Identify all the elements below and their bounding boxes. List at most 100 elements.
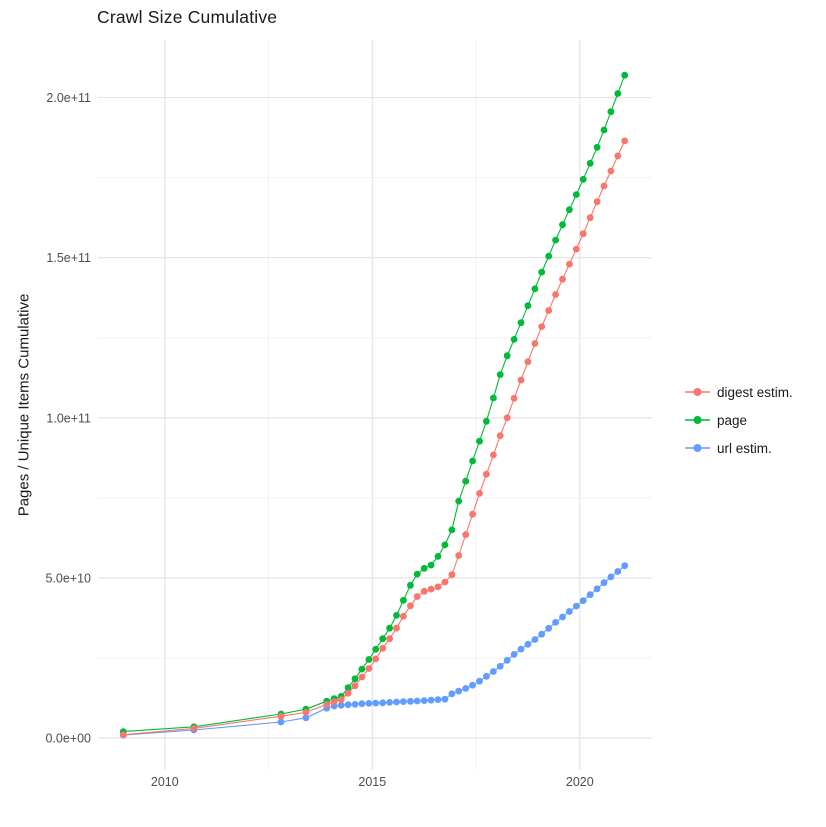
x-tick-label: 2020 xyxy=(566,775,594,789)
data-point xyxy=(566,260,573,268)
data-point xyxy=(379,635,387,643)
data-point xyxy=(531,340,539,347)
data-point xyxy=(337,701,345,709)
data-point xyxy=(344,701,352,709)
data-point xyxy=(351,682,359,690)
series-url-estim xyxy=(119,562,629,739)
legend-key-line-dot-icon xyxy=(685,416,710,424)
data-point xyxy=(476,437,483,445)
data-point xyxy=(566,206,573,214)
chart-title: Crawl Size Cumulative xyxy=(97,7,278,27)
data-point xyxy=(413,697,421,705)
data-point xyxy=(579,175,587,183)
data-point xyxy=(559,221,566,229)
y-tick-label: 1.0e+11 xyxy=(46,411,91,425)
data-point xyxy=(559,275,566,283)
data-point xyxy=(538,323,546,330)
data-point xyxy=(496,371,504,378)
data-point xyxy=(621,71,629,79)
data-point xyxy=(538,268,546,276)
data-point xyxy=(545,624,553,632)
data-point xyxy=(531,636,539,643)
data-point xyxy=(572,602,580,610)
data-point xyxy=(351,701,359,708)
data-point xyxy=(572,191,580,199)
data-point xyxy=(462,531,470,539)
data-point xyxy=(407,581,414,589)
data-point xyxy=(517,645,525,653)
legend-item: url estim. xyxy=(684,434,793,462)
data-point xyxy=(365,665,373,672)
data-point xyxy=(277,712,285,720)
data-point xyxy=(358,673,366,681)
y-tick-label: 1.5e+11 xyxy=(46,251,91,265)
legend-item: digest estim. xyxy=(684,378,793,406)
data-point xyxy=(559,613,566,621)
data-point xyxy=(593,143,601,151)
data-point xyxy=(483,417,490,425)
data-point xyxy=(393,624,400,632)
data-point xyxy=(372,699,380,707)
data-point xyxy=(579,597,587,604)
data-point xyxy=(545,252,553,260)
data-point xyxy=(621,137,629,145)
data-point xyxy=(413,593,421,600)
data-point xyxy=(490,668,497,675)
data-point xyxy=(400,698,407,705)
data-point xyxy=(607,108,615,116)
data-point xyxy=(420,697,428,704)
x-tick-label: 2010 xyxy=(151,775,179,789)
data-point xyxy=(462,685,470,692)
data-point xyxy=(358,665,366,673)
data-point xyxy=(379,644,387,652)
data-point xyxy=(190,725,198,732)
data-point xyxy=(614,90,622,97)
data-point xyxy=(119,731,127,739)
data-point xyxy=(483,470,490,478)
data-point xyxy=(448,526,456,534)
legend-key-line-dot-icon xyxy=(685,388,710,396)
data-point xyxy=(420,587,428,595)
data-point xyxy=(476,677,483,685)
data-point xyxy=(330,698,338,706)
data-point xyxy=(510,336,518,343)
data-point xyxy=(358,700,366,708)
data-point xyxy=(593,198,601,206)
data-point xyxy=(386,699,393,706)
data-point xyxy=(496,432,504,440)
data-point xyxy=(524,302,532,310)
data-point xyxy=(607,167,615,175)
data-point xyxy=(483,672,490,680)
data-point xyxy=(302,714,310,722)
data-point xyxy=(503,352,511,360)
data-point xyxy=(510,651,518,658)
data-point xyxy=(407,697,414,705)
data-point xyxy=(379,699,387,707)
data-point xyxy=(517,319,525,327)
data-point xyxy=(503,414,511,422)
data-point xyxy=(614,568,622,575)
data-point xyxy=(490,451,497,459)
legend-key-line-dot-icon xyxy=(685,444,710,452)
data-point xyxy=(448,571,456,579)
data-point xyxy=(365,656,373,663)
legend-label: url estim. xyxy=(717,440,772,456)
data-point xyxy=(496,662,504,670)
series-page xyxy=(119,71,629,735)
data-point xyxy=(386,635,393,643)
data-point xyxy=(337,696,345,703)
data-point xyxy=(524,358,532,366)
data-point xyxy=(455,687,463,695)
data-point xyxy=(277,718,285,726)
data-point xyxy=(517,376,525,384)
data-point xyxy=(600,182,608,190)
data-point xyxy=(586,591,594,599)
data-point xyxy=(566,608,573,615)
series-digest-estim xyxy=(119,137,629,739)
x-tick-label: 2015 xyxy=(358,775,386,789)
data-point xyxy=(600,126,608,134)
data-point xyxy=(400,596,407,604)
data-point xyxy=(586,159,594,167)
data-point xyxy=(400,612,407,620)
